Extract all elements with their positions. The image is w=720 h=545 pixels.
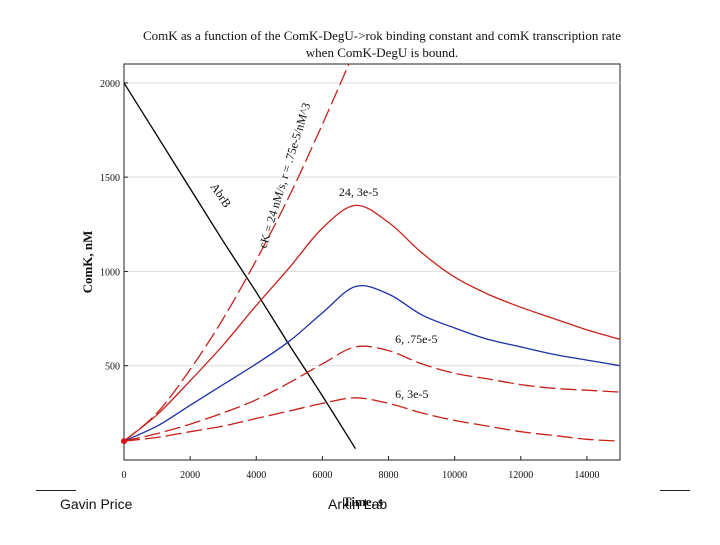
curve-annotation: 6, 3e-5 [395,387,428,401]
x-tick-label: 14000 [574,470,599,481]
series-line-3 [123,285,621,442]
series-line-0 [123,82,357,450]
plot-frame [123,63,621,461]
axis-ticks: 0 2000 4000 6000 8000 10000 12000 14000 500 1000 1… [100,79,599,481]
y-tick-label: 1500 [100,173,120,184]
chart-title-line2: when ComK-DegU is bound. [306,45,458,60]
x-tick-label: 8000 [379,470,399,481]
series-line-5 [123,397,621,442]
curve-annotation: 24, 3e-5 [339,185,378,199]
y-tick-label: 2000 [100,79,120,90]
footer-rule-left [36,490,76,491]
footer-author: Gavin Price [60,496,133,512]
x-tick-label: 10000 [442,470,467,481]
gridlines [124,82,620,367]
curve-annotation: cK = 24 nM/s, r = .75e-5/nM^3 [256,101,314,250]
series-line-1 [123,63,350,442]
x-tick-label: 6000 [312,470,332,481]
series-line-4 [123,345,621,442]
curve-annotation: AbrB [208,180,235,210]
x-tick-label: 4000 [246,470,266,481]
series-line-2 [123,204,621,442]
footer-rule-right [660,490,690,491]
chart-title-line1: ComK as a function of the ComK-DegU->rok… [143,28,621,43]
y-tick-label: 1000 [100,267,120,278]
curve-annotation: 6, .75e-5 [395,332,437,346]
series-group [121,63,621,450]
x-tick-label: 12000 [508,470,533,481]
x-tick-label: 2000 [180,470,200,481]
y-tick-label: 500 [105,362,120,373]
x-axis-label: Time, s [343,494,383,509]
footer-lab: Arkin Lab [328,496,388,512]
x-tick-label: 0 [122,470,127,481]
y-axis-label: ComK, nM [80,231,95,294]
origin-point [121,438,127,445]
